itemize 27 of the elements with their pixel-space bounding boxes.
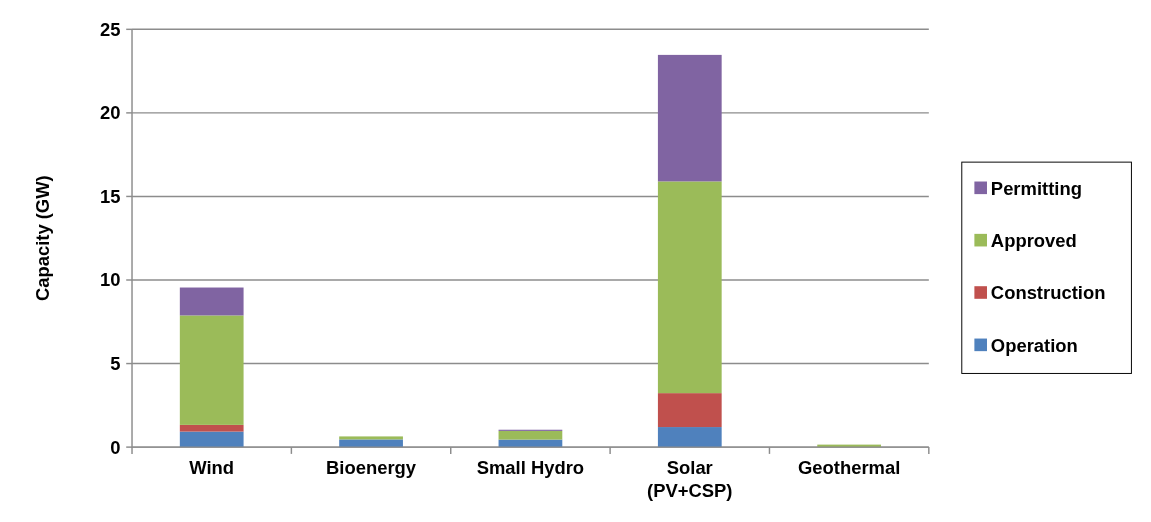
x-tick-label: Bioenergy bbox=[326, 457, 417, 479]
bar bbox=[339, 436, 403, 440]
x-tick-label: Solar (PV+CSP) bbox=[647, 457, 733, 501]
legend-label: Permitting bbox=[990, 177, 1082, 199]
bar bbox=[657, 427, 722, 448]
bar bbox=[657, 54, 722, 182]
y-tick-label: 25 bbox=[99, 18, 121, 40]
x-tick-label: Small Hydro bbox=[476, 457, 585, 479]
x-tick-label: Geothermal bbox=[798, 457, 901, 479]
bar bbox=[339, 439, 403, 448]
y-tick-label: 10 bbox=[99, 269, 121, 291]
legend-label: Construction bbox=[990, 282, 1106, 304]
bar bbox=[657, 181, 722, 394]
y-tick-label: 15 bbox=[99, 185, 121, 207]
legend-label: Approved bbox=[990, 230, 1077, 252]
y-tick-label: 20 bbox=[99, 102, 121, 124]
x-tick-label: Wind bbox=[189, 457, 235, 479]
bar bbox=[179, 287, 244, 316]
bar bbox=[179, 424, 244, 432]
bar bbox=[657, 393, 722, 428]
y-tick-label: 0 bbox=[110, 436, 121, 458]
bar bbox=[179, 431, 244, 448]
legend-label: Operation bbox=[990, 334, 1078, 356]
bar bbox=[179, 315, 244, 425]
y-axis-title: Capacity (GW) bbox=[31, 175, 53, 302]
bar bbox=[498, 430, 563, 440]
y-tick-label: 5 bbox=[110, 353, 121, 374]
